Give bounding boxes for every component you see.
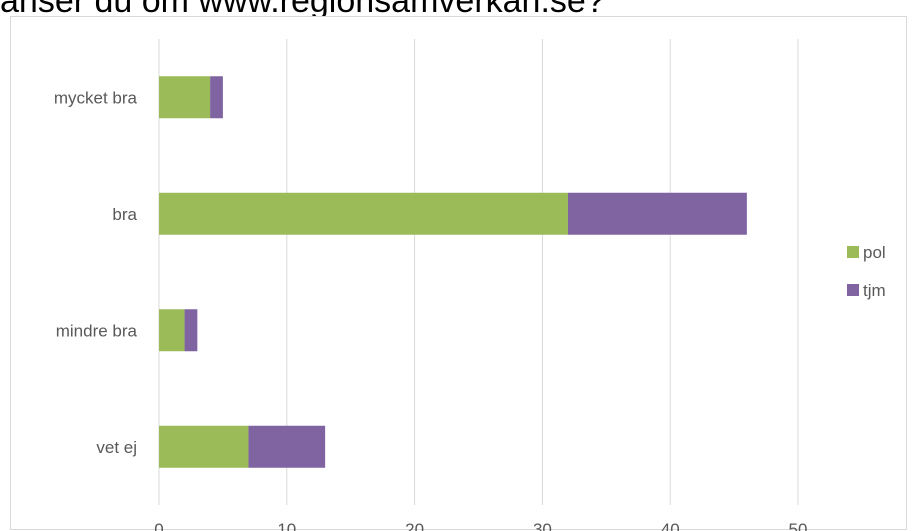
legend-label-pol: pol: [863, 243, 886, 262]
category-label: vet ej: [96, 438, 137, 457]
bar-pol-vet-ej: [159, 425, 249, 468]
chart-frame: 0 10 20 30 40 50 mycket bra bra mindre bra vet ej…: [10, 16, 907, 531]
bar-pol-bra: [159, 192, 568, 235]
bar-pol-mindre-bra: [159, 309, 185, 352]
bar-tjm-bra: [567, 192, 747, 235]
bars: [159, 76, 747, 468]
legend: pol tjm: [847, 243, 886, 300]
legend-swatch-pol: [847, 246, 859, 258]
bar-tjm-mindre-bra: [184, 309, 198, 352]
legend-swatch-tjm: [847, 284, 859, 296]
category-label: mindre bra: [56, 321, 138, 340]
bar-tjm-mycket-bra: [210, 76, 223, 119]
legend-label-tjm: tjm: [863, 281, 886, 300]
bar-pol-mycket-bra: [159, 76, 211, 119]
category-label: mycket bra: [54, 88, 138, 107]
chart-title: anser du om www.regionsamverkan.se?: [0, 0, 605, 20]
bar-tjm-vet-ej: [248, 425, 326, 468]
category-label: bra: [112, 205, 137, 224]
